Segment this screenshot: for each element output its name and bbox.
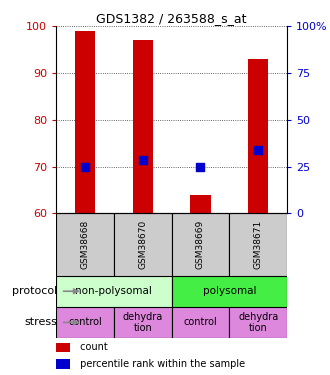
- Bar: [114, 307, 172, 338]
- Text: stress: stress: [24, 317, 57, 327]
- Text: GSM38669: GSM38669: [196, 220, 205, 269]
- Text: dehydra
tion: dehydra tion: [123, 312, 163, 333]
- Bar: [229, 307, 287, 338]
- Point: [256, 147, 261, 153]
- Bar: [172, 213, 229, 276]
- Text: GSM38668: GSM38668: [81, 220, 89, 269]
- Point: [140, 156, 146, 162]
- Bar: [133, 40, 153, 213]
- Bar: [190, 195, 211, 213]
- Text: GSM38671: GSM38671: [254, 220, 263, 269]
- Text: percentile rank within the sample: percentile rank within the sample: [77, 359, 245, 369]
- Text: polysomal: polysomal: [203, 286, 256, 296]
- Title: GDS1382 / 263588_s_at: GDS1382 / 263588_s_at: [96, 12, 247, 25]
- Bar: [229, 213, 287, 276]
- Text: non-polysomal: non-polysomal: [76, 286, 152, 296]
- Text: control: control: [183, 317, 217, 327]
- Text: GSM38670: GSM38670: [138, 220, 147, 269]
- Point: [198, 164, 203, 170]
- Point: [82, 164, 88, 170]
- Bar: [75, 31, 95, 213]
- Bar: [56, 307, 114, 338]
- Bar: [56, 343, 70, 352]
- Bar: [56, 213, 114, 276]
- Bar: [172, 307, 229, 338]
- Text: dehydra
tion: dehydra tion: [238, 312, 278, 333]
- Text: count: count: [77, 342, 108, 352]
- Bar: [248, 59, 268, 213]
- Text: control: control: [68, 317, 102, 327]
- Text: protocol: protocol: [12, 286, 57, 296]
- Bar: [56, 276, 172, 307]
- Bar: [114, 213, 172, 276]
- Bar: [172, 276, 287, 307]
- Bar: [56, 359, 70, 369]
